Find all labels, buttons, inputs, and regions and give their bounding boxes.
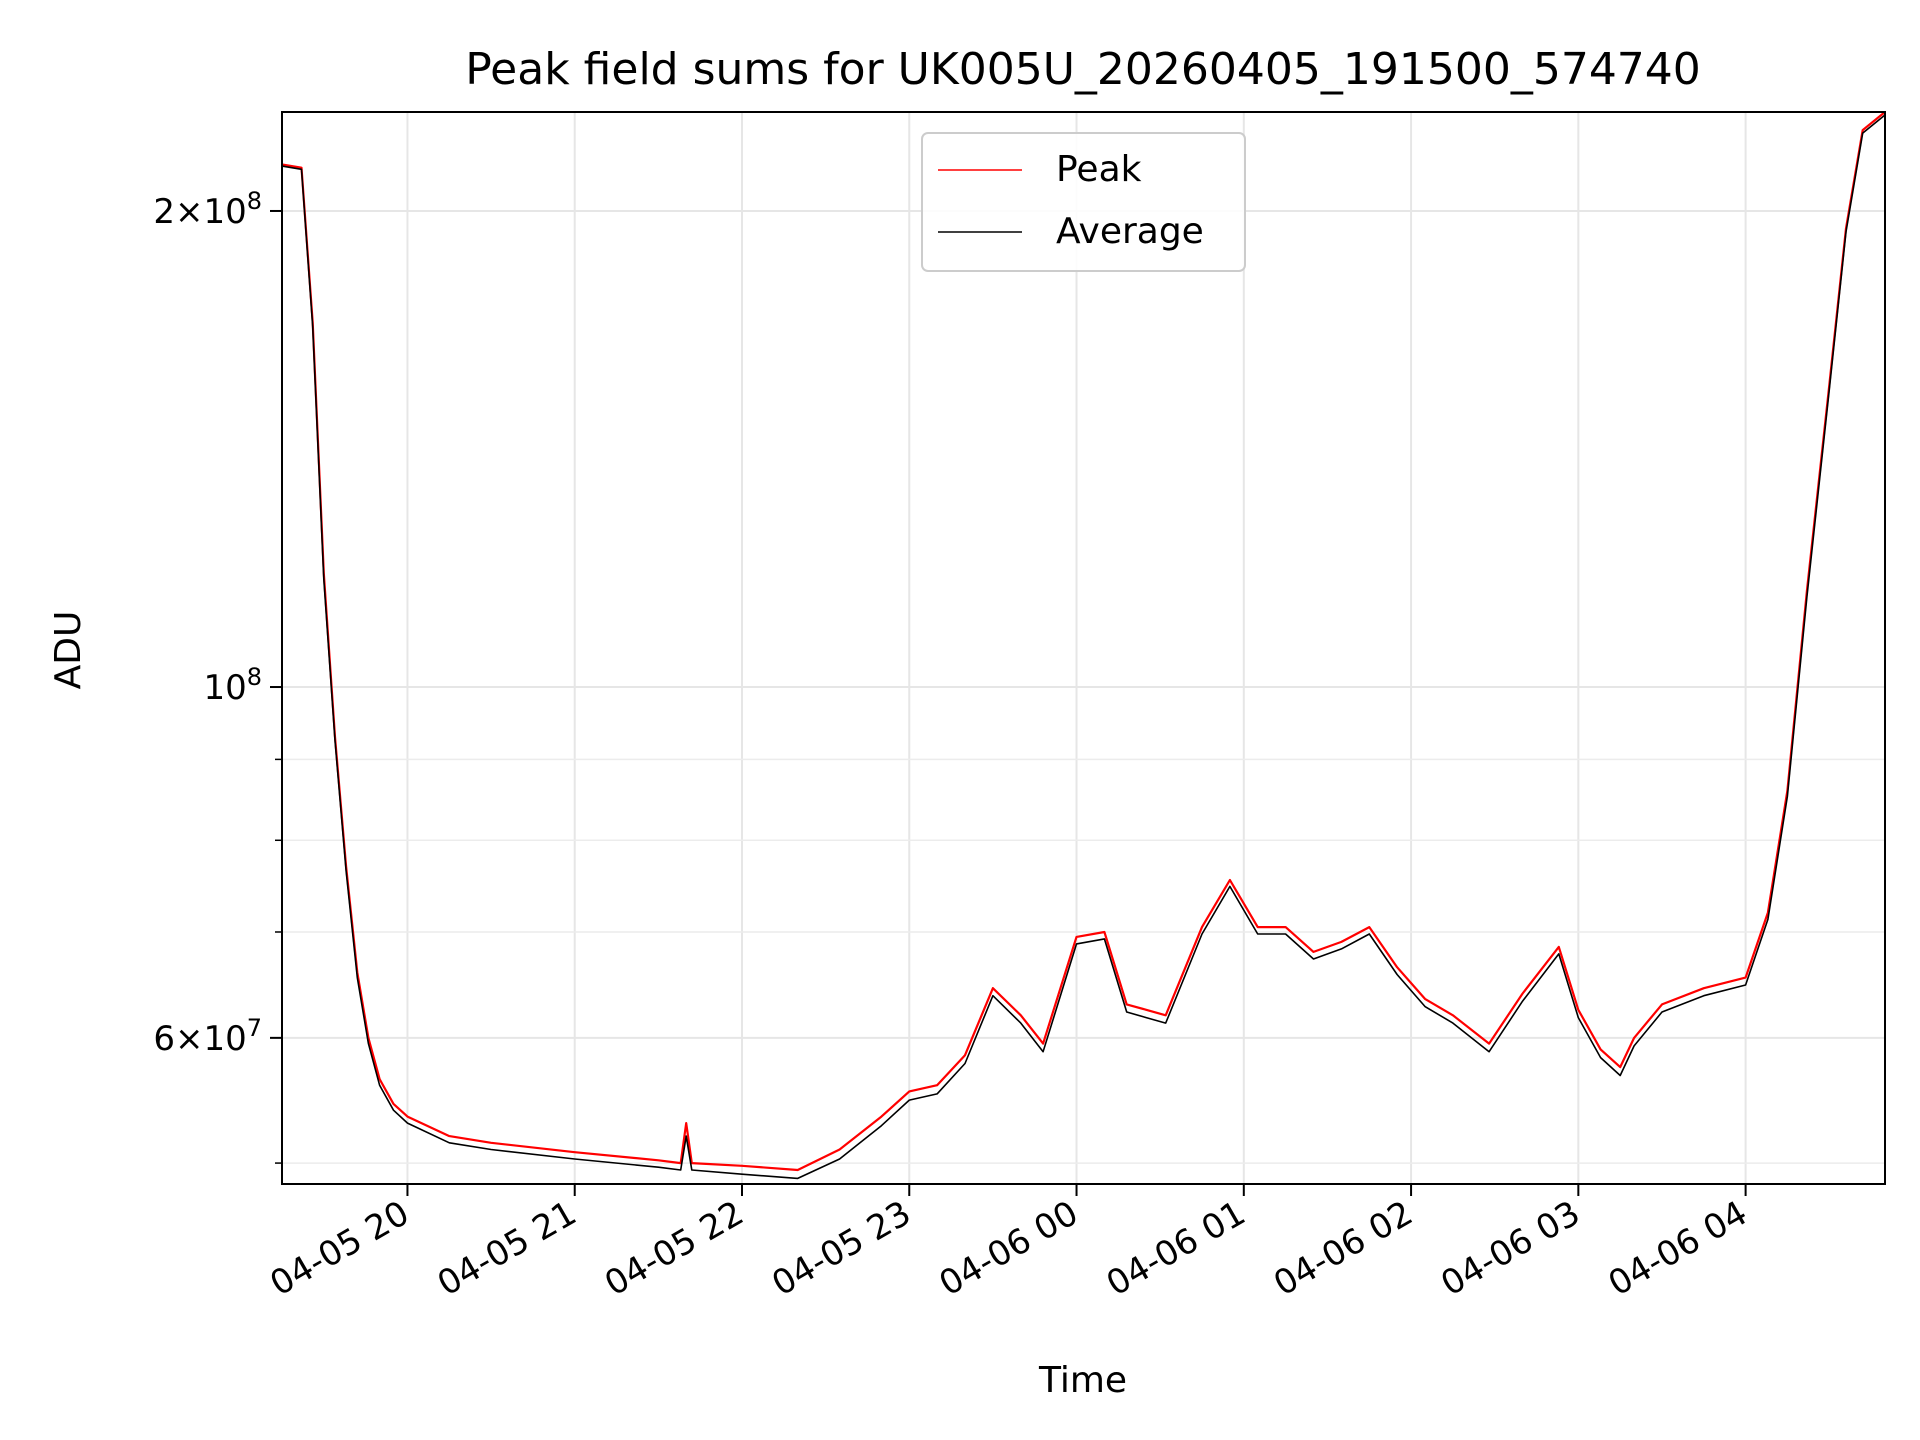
y-axis-label: ADU	[48, 611, 89, 690]
legend-average-label: Average	[1056, 211, 1204, 252]
legend: Peak Average	[921, 132, 1246, 272]
legend-box	[921, 132, 1246, 272]
plot-frame	[281, 111, 1886, 1185]
y-tick-label: 108	[203, 663, 262, 708]
series-line-average	[281, 114, 1886, 1180]
x-axis-label: Time	[1038, 1360, 1127, 1401]
y-tick-label: 6×107	[153, 1014, 262, 1059]
series-layer	[281, 111, 1886, 1180]
chart-title: Peak field sums for UK005U_20260405_1915…	[465, 44, 1701, 95]
series-line-peak	[281, 111, 1886, 1172]
y-tick-label: 2×108	[153, 187, 262, 232]
y-axis: 2×108 108 6×107	[153, 187, 282, 1164]
legend-peak-label: Peak	[1056, 149, 1142, 190]
